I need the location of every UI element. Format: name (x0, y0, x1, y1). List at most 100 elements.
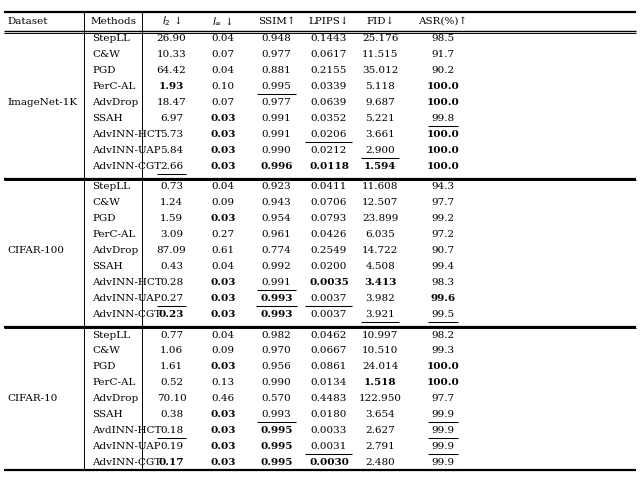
Text: 0.0639: 0.0639 (311, 98, 347, 107)
Text: 99.4: 99.4 (431, 262, 454, 271)
Text: 0.977: 0.977 (262, 98, 291, 107)
Text: 0.0212: 0.0212 (311, 146, 347, 155)
Text: 0.03: 0.03 (210, 310, 236, 319)
Text: PGD: PGD (92, 214, 116, 223)
Text: $l_2$ ↓: $l_2$ ↓ (162, 14, 181, 28)
Text: 0.10: 0.10 (211, 82, 234, 91)
Text: PGD: PGD (92, 362, 116, 372)
Text: 0.0134: 0.0134 (311, 378, 347, 387)
Text: 91.7: 91.7 (431, 50, 454, 59)
Text: 94.3: 94.3 (431, 182, 454, 192)
Text: 3.921: 3.921 (365, 310, 395, 319)
Text: AdvDrop: AdvDrop (92, 98, 138, 107)
Text: 0.09: 0.09 (211, 347, 234, 355)
Text: 5.118: 5.118 (365, 82, 395, 91)
Text: 98.5: 98.5 (431, 34, 454, 43)
Text: 100.0: 100.0 (426, 98, 460, 107)
Text: 5.84: 5.84 (160, 146, 183, 155)
Text: 0.0706: 0.0706 (311, 198, 347, 207)
Text: 1.518: 1.518 (364, 378, 396, 387)
Text: C&W: C&W (92, 347, 120, 355)
Text: 0.948: 0.948 (262, 34, 291, 43)
Text: 0.991: 0.991 (262, 278, 291, 287)
Text: AdvINN-CGT: AdvINN-CGT (92, 162, 161, 170)
Text: 10.33: 10.33 (157, 50, 186, 59)
Text: 99.8: 99.8 (431, 114, 454, 123)
Text: 14.722: 14.722 (362, 246, 398, 255)
Text: 0.993: 0.993 (262, 410, 291, 419)
Text: 0.46: 0.46 (211, 394, 234, 403)
Text: 3.654: 3.654 (365, 410, 395, 419)
Text: 1.24: 1.24 (160, 198, 183, 207)
Text: AvdINN-HCT: AvdINN-HCT (92, 426, 162, 435)
Text: 0.18: 0.18 (160, 426, 183, 435)
Text: C&W: C&W (92, 198, 120, 207)
Text: 0.04: 0.04 (211, 331, 234, 339)
Text: 25.176: 25.176 (362, 34, 398, 43)
Text: 0.954: 0.954 (262, 214, 291, 223)
Text: 0.995: 0.995 (260, 458, 292, 467)
Text: 9.687: 9.687 (365, 98, 395, 107)
Text: ASR(%)↑: ASR(%)↑ (419, 17, 467, 25)
Text: 0.07: 0.07 (211, 50, 234, 59)
Text: 0.77: 0.77 (160, 331, 183, 339)
Text: SSAH: SSAH (92, 114, 123, 123)
Text: AdvINN-UAP: AdvINN-UAP (92, 294, 161, 303)
Text: 0.996: 0.996 (260, 162, 292, 170)
Text: StepLL: StepLL (92, 331, 130, 339)
Text: Dataset: Dataset (8, 17, 48, 25)
Text: 0.07: 0.07 (211, 98, 234, 107)
Text: 0.0411: 0.0411 (311, 182, 347, 192)
Text: 0.0037: 0.0037 (311, 294, 347, 303)
Text: 98.3: 98.3 (431, 278, 454, 287)
Text: AdvINN-UAP: AdvINN-UAP (92, 442, 161, 451)
Text: 12.507: 12.507 (362, 198, 398, 207)
Text: 0.990: 0.990 (262, 378, 291, 387)
Text: 0.995: 0.995 (262, 82, 291, 91)
Text: 1.59: 1.59 (160, 214, 183, 223)
Text: 0.0206: 0.0206 (311, 130, 347, 139)
Text: 0.4483: 0.4483 (311, 394, 347, 403)
Text: 97.7: 97.7 (431, 198, 454, 207)
Text: SSAH: SSAH (92, 410, 123, 419)
Text: 10.997: 10.997 (362, 331, 398, 339)
Text: 5.221: 5.221 (365, 114, 395, 123)
Text: 0.19: 0.19 (160, 442, 183, 451)
Text: 3.661: 3.661 (365, 130, 395, 139)
Text: ImageNet-1K: ImageNet-1K (8, 98, 78, 107)
Text: LPIPS↓: LPIPS↓ (308, 17, 349, 25)
Text: 0.2155: 0.2155 (311, 66, 347, 75)
Text: 6.97: 6.97 (160, 114, 183, 123)
Text: 26.90: 26.90 (157, 34, 186, 43)
Text: 0.1443: 0.1443 (311, 34, 347, 43)
Text: 0.13: 0.13 (211, 378, 234, 387)
Text: SSIM↑: SSIM↑ (258, 17, 295, 25)
Text: 0.0037: 0.0037 (311, 310, 347, 319)
Text: 99.9: 99.9 (431, 426, 454, 435)
Text: 0.27: 0.27 (160, 294, 183, 303)
Text: AdvDrop: AdvDrop (92, 246, 138, 255)
Text: 0.03: 0.03 (210, 442, 236, 451)
Text: 18.47: 18.47 (157, 98, 186, 107)
Text: 99.9: 99.9 (431, 442, 454, 451)
Text: AdvINN-UAP: AdvINN-UAP (92, 146, 161, 155)
Text: 99.2: 99.2 (431, 214, 454, 223)
Text: 0.0617: 0.0617 (311, 50, 347, 59)
Text: StepLL: StepLL (92, 34, 130, 43)
Text: 97.7: 97.7 (431, 394, 454, 403)
Text: 0.73: 0.73 (160, 182, 183, 192)
Text: 2.791: 2.791 (365, 442, 395, 451)
Text: Methods: Methods (91, 17, 137, 25)
Text: 0.0426: 0.0426 (311, 230, 347, 239)
Text: 0.61: 0.61 (211, 246, 234, 255)
Text: 0.0035: 0.0035 (309, 278, 349, 287)
Text: 10.510: 10.510 (362, 347, 398, 355)
Text: 0.04: 0.04 (211, 182, 234, 192)
Text: 0.992: 0.992 (262, 262, 291, 271)
Text: 23.899: 23.899 (362, 214, 398, 223)
Text: 0.04: 0.04 (211, 34, 234, 43)
Text: 0.0031: 0.0031 (311, 442, 347, 451)
Text: 6.035: 6.035 (365, 230, 395, 239)
Text: 0.0861: 0.0861 (311, 362, 347, 372)
Text: 24.014: 24.014 (362, 362, 398, 372)
